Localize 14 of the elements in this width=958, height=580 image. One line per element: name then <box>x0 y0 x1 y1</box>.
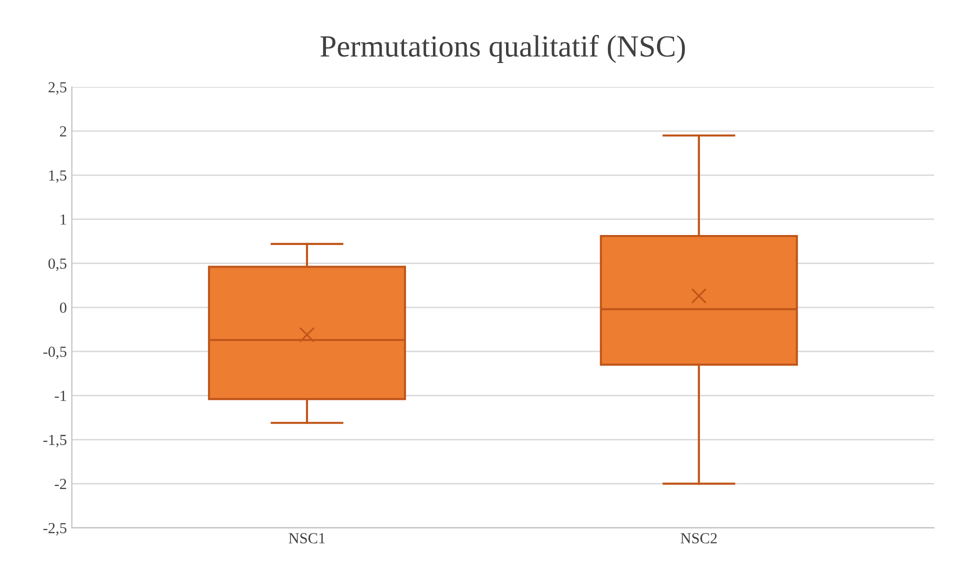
y-tick-label: -2,5 <box>43 522 66 536</box>
y-tick-label: -2 <box>54 478 66 490</box>
x-tick-label: NSC2 <box>680 533 717 544</box>
y-tick-label: 1 <box>60 214 66 225</box>
y-tick-label: 2,5 <box>48 82 66 95</box>
x-tick-label: NSC1 <box>288 533 325 544</box>
y-tick-label: 2 <box>60 126 66 136</box>
y-tick-label: -0,5 <box>43 346 66 360</box>
y-tick-label: 0,5 <box>48 258 66 271</box>
chart-title: Permutations qualitatif (NSC) <box>320 34 685 63</box>
y-tick-label: 1,5 <box>49 170 66 183</box>
y-tick-label: 0 <box>60 302 66 313</box>
y-tick-label: -1,5 <box>43 434 66 448</box>
y-tick-label: -1 <box>54 390 66 401</box>
